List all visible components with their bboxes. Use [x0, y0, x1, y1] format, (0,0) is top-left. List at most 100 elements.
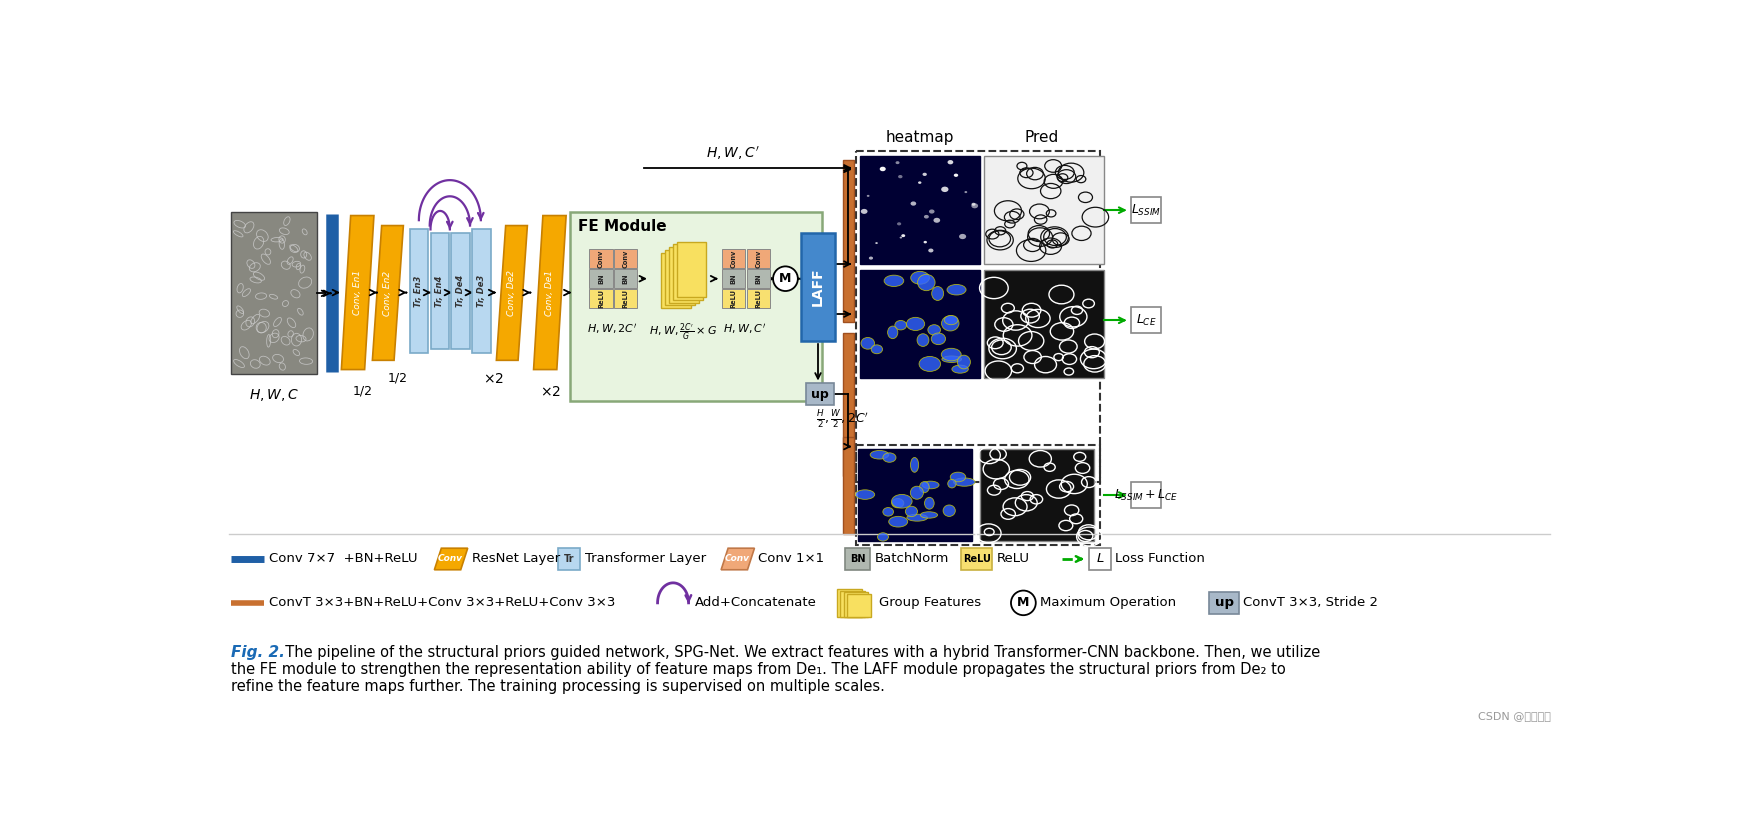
Ellipse shape [948, 479, 956, 488]
Text: Conv: Conv [623, 250, 630, 268]
Text: Group Features: Group Features [880, 596, 981, 609]
Polygon shape [372, 226, 403, 360]
Ellipse shape [925, 498, 934, 509]
Text: ReLU: ReLU [996, 553, 1029, 566]
Text: ReLU: ReLU [598, 289, 603, 308]
Ellipse shape [870, 256, 873, 259]
Ellipse shape [965, 191, 967, 193]
Bar [840, 590, 866, 617]
Bar [802, 233, 835, 341]
Bar [981, 449, 1094, 541]
Ellipse shape [889, 516, 908, 527]
Ellipse shape [951, 365, 969, 374]
Text: $L_{CE}$: $L_{CE}$ [1136, 313, 1156, 328]
Text: BatchNorm: BatchNorm [875, 553, 949, 566]
Text: refine the feature maps further. The training processing is supervised on multip: refine the feature maps further. The tra… [231, 679, 885, 694]
Ellipse shape [943, 356, 962, 363]
Ellipse shape [911, 457, 918, 472]
Ellipse shape [972, 203, 976, 206]
Ellipse shape [920, 511, 937, 518]
Bar [1130, 482, 1160, 508]
Text: ReLU: ReLU [755, 289, 762, 308]
Ellipse shape [932, 287, 944, 300]
Bar [676, 241, 706, 297]
Ellipse shape [906, 318, 925, 331]
Circle shape [1010, 590, 1036, 615]
Bar [843, 333, 854, 476]
Ellipse shape [896, 320, 906, 330]
Polygon shape [341, 216, 374, 369]
Bar [859, 156, 981, 264]
Text: Conv, En1: Conv, En1 [353, 270, 362, 315]
Text: Conv: Conv [438, 554, 463, 563]
Text: Conv: Conv [730, 250, 737, 268]
Ellipse shape [911, 272, 929, 284]
Ellipse shape [918, 181, 922, 184]
Polygon shape [534, 216, 567, 369]
Bar [962, 548, 993, 570]
Bar [590, 289, 612, 309]
Bar [843, 592, 868, 617]
Ellipse shape [941, 186, 948, 192]
Ellipse shape [949, 472, 965, 482]
Text: Conv, De1: Conv, De1 [546, 269, 555, 315]
Ellipse shape [875, 242, 878, 244]
Text: Tr, En4: Tr, En4 [435, 275, 443, 307]
Text: M: M [1017, 596, 1029, 609]
Ellipse shape [948, 160, 953, 164]
Ellipse shape [923, 215, 929, 218]
Ellipse shape [871, 345, 883, 354]
Bar [1130, 197, 1160, 223]
Text: $\frac{H}{2}, \frac{W}{2}, 2C'$: $\frac{H}{2}, \frac{W}{2}, 2C'$ [816, 408, 870, 429]
Text: The pipeline of the structural priors guided network, SPG-Net. We extract featur: The pipeline of the structural priors gu… [277, 645, 1320, 660]
Text: up: up [1214, 596, 1233, 609]
Bar [746, 289, 770, 309]
Bar [1130, 307, 1160, 333]
Ellipse shape [897, 222, 901, 226]
Text: Maximum Operation: Maximum Operation [1040, 596, 1177, 609]
Bar [590, 249, 612, 268]
Polygon shape [722, 548, 755, 570]
Text: Transformer Layer: Transformer Layer [584, 553, 706, 566]
Ellipse shape [909, 486, 923, 499]
Bar [984, 156, 1104, 264]
Ellipse shape [896, 161, 899, 164]
Ellipse shape [953, 478, 976, 486]
Ellipse shape [923, 241, 927, 243]
Text: BN: BN [850, 554, 866, 564]
Bar [746, 249, 770, 268]
Text: ReLU: ReLU [730, 289, 737, 308]
Text: $\times 2$: $\times 2$ [483, 372, 504, 386]
Ellipse shape [943, 505, 955, 516]
Ellipse shape [934, 218, 941, 222]
Text: Tr, De3: Tr, De3 [476, 275, 487, 307]
Ellipse shape [944, 315, 958, 325]
Bar [843, 160, 854, 322]
Bar [558, 548, 581, 570]
Polygon shape [496, 226, 527, 360]
Ellipse shape [929, 249, 934, 252]
Ellipse shape [906, 507, 918, 516]
Ellipse shape [878, 533, 889, 541]
Ellipse shape [901, 234, 906, 237]
Bar [984, 270, 1104, 378]
Ellipse shape [918, 356, 941, 371]
Ellipse shape [930, 333, 946, 345]
Ellipse shape [892, 498, 904, 508]
Text: up: up [810, 388, 828, 401]
Text: 1/2: 1/2 [353, 385, 374, 398]
Text: $H, W, C$: $H, W, C$ [249, 387, 299, 402]
Bar [859, 270, 981, 378]
Bar [845, 548, 870, 570]
Bar [473, 229, 490, 353]
Bar [838, 589, 863, 617]
Text: Pred: Pred [1024, 130, 1059, 144]
Bar [570, 213, 823, 401]
Ellipse shape [972, 204, 977, 209]
Text: the FE module to strengthen the representation ability of feature maps from De₁.: the FE module to strengthen the represen… [231, 663, 1287, 677]
Text: ReLU: ReLU [623, 289, 630, 308]
Text: Add+Concatenate: Add+Concatenate [696, 596, 817, 609]
Bar [590, 268, 612, 288]
Text: FE Module: FE Module [577, 219, 666, 234]
Text: $L_{SSIM}+L_{CE}$: $L_{SSIM}+L_{CE}$ [1113, 488, 1177, 502]
